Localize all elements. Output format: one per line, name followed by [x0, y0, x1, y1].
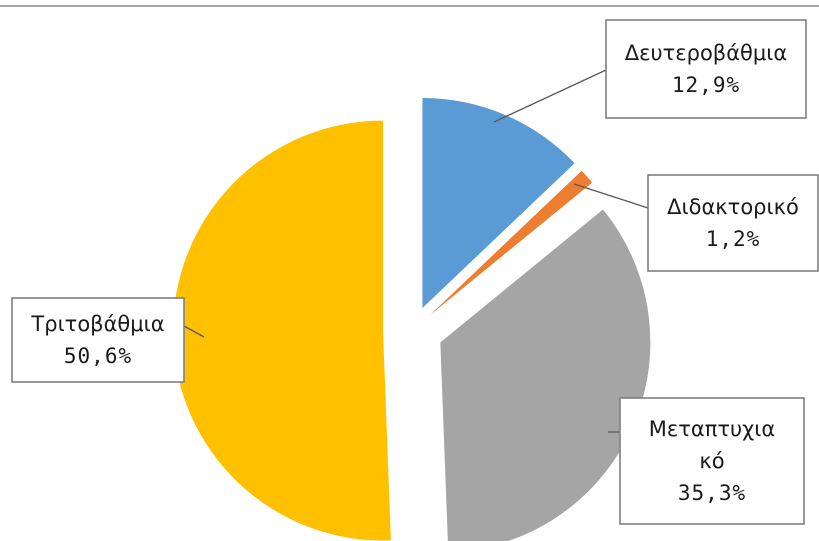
slice-name-label: Τριτοβάθμια	[30, 312, 164, 336]
callout-box	[647, 174, 819, 272]
pie-slice-2	[429, 170, 593, 316]
slice-percent-label: 35,3%	[678, 481, 746, 505]
slice-percent-label: 12,9%	[672, 73, 740, 97]
labels-layer: Δευτεροβάθμια 12,9% Διδακτορικό 1,2% Μεταπτυ…	[11, 19, 819, 525]
pie-slice-1	[422, 97, 575, 308]
slice-percent-label: 1,2%	[706, 227, 761, 251]
pie-slice-4	[173, 120, 391, 541]
slice-percent-label: 50,6%	[64, 344, 132, 368]
callout-leader-line	[573, 183, 649, 209]
slices-layer	[173, 97, 651, 541]
callout-1: Δευτεροβάθμια 12,9%	[493, 19, 807, 123]
slice-name-label: Μεταπτυχια	[649, 417, 775, 441]
callout-box	[11, 297, 185, 383]
callout-leader-line	[493, 69, 607, 123]
pie-slice-3	[440, 209, 651, 541]
callout-4: Τριτοβάθμια 50,6%	[11, 297, 205, 383]
slice-name-label: Διδακτορικό	[667, 195, 799, 219]
callout-leader-line	[183, 325, 205, 338]
callout-3: Μεταπτυχια κό 35,3%	[608, 397, 805, 525]
callout-box	[619, 397, 805, 525]
callout-box	[605, 19, 807, 119]
callout-2: Διδακτορικό 1,2%	[573, 174, 819, 272]
slice-name-label: κό	[699, 449, 724, 473]
slice-name-label: Δευτεροβάθμια	[625, 41, 787, 65]
